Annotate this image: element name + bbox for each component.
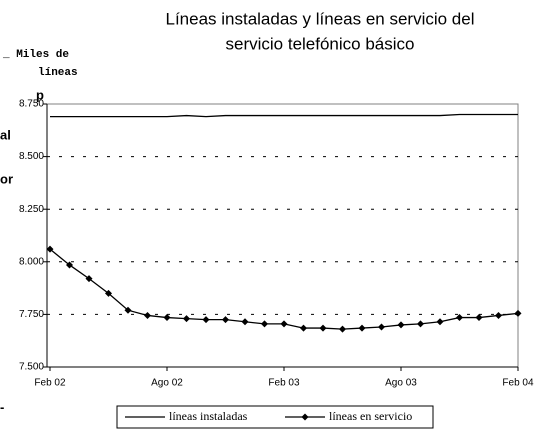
y-tick-label: 8.250 bbox=[19, 204, 44, 215]
data-point bbox=[124, 306, 132, 314]
cropped-text: - bbox=[0, 399, 4, 414]
cropped-text: or bbox=[0, 171, 13, 186]
x-tick-label: Feb 02 bbox=[34, 378, 66, 389]
cropped-text: al bbox=[0, 127, 11, 142]
data-point bbox=[417, 320, 424, 328]
data-point bbox=[66, 261, 73, 269]
chart-title: Líneas instaladas y líneas en servicio d… bbox=[165, 9, 474, 28]
data-point bbox=[241, 318, 249, 326]
data-point bbox=[495, 311, 502, 319]
x-tick-label: Ago 02 bbox=[151, 378, 183, 389]
series-line bbox=[49, 248, 519, 330]
data-point bbox=[46, 245, 54, 253]
x-tick-label: Feb 04 bbox=[502, 378, 534, 389]
legend-label: líneas instaladas bbox=[169, 409, 248, 423]
data-point bbox=[222, 316, 229, 324]
y-tick-label: 7.750 bbox=[19, 309, 44, 320]
y-tick-label: 8.000 bbox=[19, 256, 44, 267]
y-tick-label: 8.750 bbox=[19, 99, 44, 110]
data-point bbox=[183, 315, 190, 323]
y-axis-label: líneas bbox=[38, 67, 78, 79]
series-line bbox=[50, 113, 518, 118]
y-tick-label: 7.500 bbox=[19, 362, 44, 373]
data-point bbox=[319, 324, 327, 332]
y-tick-label: 8.500 bbox=[19, 151, 44, 162]
legend-marker bbox=[301, 413, 309, 421]
y-axis-label: _ Miles de bbox=[2, 49, 69, 61]
data-point bbox=[144, 311, 151, 319]
plot-area bbox=[46, 103, 519, 368]
data-point bbox=[105, 289, 112, 297]
data-point bbox=[280, 320, 288, 328]
x-tick-label: Ago 03 bbox=[385, 378, 417, 389]
y-axis-label-line: Miles de bbox=[16, 49, 69, 61]
data-point bbox=[300, 324, 307, 332]
chart-title: servicio telefónico básico bbox=[226, 34, 415, 53]
x-tick-label: Feb 03 bbox=[268, 378, 300, 389]
data-point bbox=[261, 320, 268, 328]
legend-label: líneas en servicio bbox=[329, 409, 412, 423]
data-point bbox=[339, 325, 346, 333]
data-point bbox=[397, 321, 405, 329]
data-point bbox=[514, 309, 522, 317]
data-point bbox=[163, 314, 171, 322]
data-point bbox=[378, 323, 385, 331]
data-point bbox=[85, 275, 93, 283]
data-point bbox=[475, 314, 483, 322]
data-point bbox=[202, 316, 210, 324]
data-point bbox=[456, 314, 463, 322]
legend-box bbox=[116, 405, 434, 429]
cropped-text: p bbox=[36, 87, 44, 102]
data-point bbox=[436, 318, 444, 326]
data-point bbox=[358, 324, 366, 332]
